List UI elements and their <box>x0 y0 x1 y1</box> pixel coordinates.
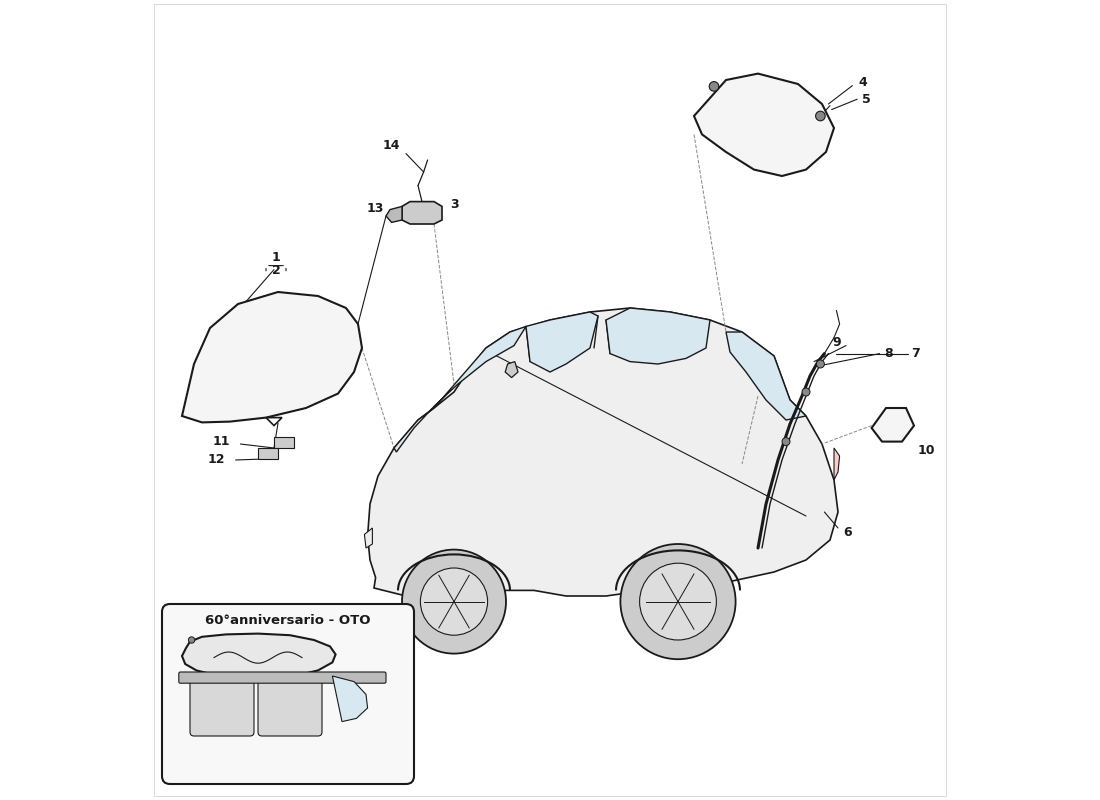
Polygon shape <box>505 362 518 378</box>
FancyBboxPatch shape <box>179 672 386 683</box>
Polygon shape <box>394 326 526 452</box>
Circle shape <box>802 388 810 396</box>
Circle shape <box>402 550 506 654</box>
Text: 9: 9 <box>833 336 842 349</box>
Polygon shape <box>834 448 839 480</box>
Polygon shape <box>332 676 367 722</box>
Text: 6: 6 <box>843 526 851 538</box>
Text: 10: 10 <box>918 444 935 457</box>
Circle shape <box>782 438 790 446</box>
Polygon shape <box>871 408 914 442</box>
Polygon shape <box>726 332 806 420</box>
Circle shape <box>816 360 824 368</box>
Circle shape <box>639 563 716 640</box>
Circle shape <box>815 111 825 121</box>
Polygon shape <box>182 634 336 678</box>
FancyBboxPatch shape <box>162 604 414 784</box>
Polygon shape <box>694 74 834 176</box>
Text: 3: 3 <box>450 198 459 210</box>
Text: 5: 5 <box>862 93 871 106</box>
Text: 8: 8 <box>884 347 893 360</box>
Text: 1: 1 <box>272 251 280 264</box>
Text: passion for cars
since 1985: passion for cars since 1985 <box>508 378 783 550</box>
Circle shape <box>710 82 718 91</box>
Bar <box>274 437 294 448</box>
Polygon shape <box>182 292 362 422</box>
Polygon shape <box>402 202 442 224</box>
Circle shape <box>620 544 736 659</box>
Text: 15: 15 <box>343 630 361 642</box>
Text: 11: 11 <box>212 435 230 448</box>
Polygon shape <box>386 206 402 222</box>
Polygon shape <box>367 308 838 596</box>
Text: 14: 14 <box>382 139 399 152</box>
Text: 7: 7 <box>912 347 921 360</box>
FancyBboxPatch shape <box>190 676 254 736</box>
Polygon shape <box>364 528 373 548</box>
Polygon shape <box>606 308 710 364</box>
Circle shape <box>420 568 487 635</box>
Text: 12: 12 <box>208 453 226 466</box>
Text: 2: 2 <box>272 264 280 277</box>
Polygon shape <box>526 312 598 372</box>
Text: 4: 4 <box>858 76 867 89</box>
FancyBboxPatch shape <box>258 676 322 736</box>
Circle shape <box>188 637 195 643</box>
Text: 60°anniversario - OTO: 60°anniversario - OTO <box>205 614 371 626</box>
Text: 13: 13 <box>366 202 384 214</box>
Bar <box>258 448 278 459</box>
